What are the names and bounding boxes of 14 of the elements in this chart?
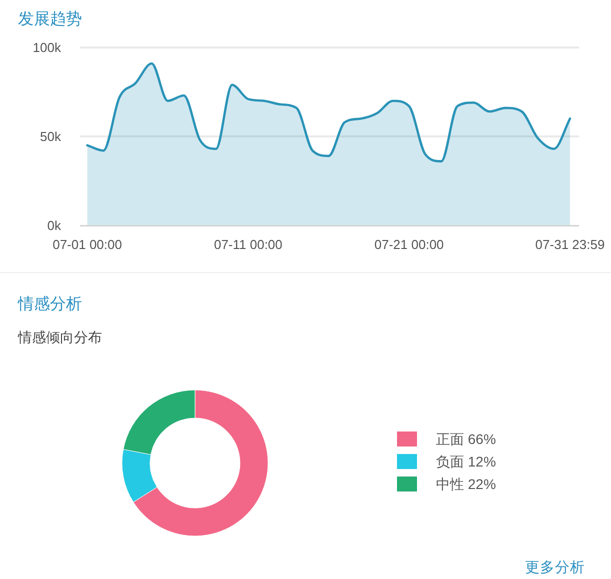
x-tick-label: 07-01 00:00 — [52, 237, 122, 252]
x-tick-label: 07-11 00:00 — [214, 237, 282, 252]
legend-label: 正面 66% — [436, 431, 496, 447]
y-tick-label: 50k — [40, 128, 62, 144]
x-tick-label: 07-21 00:00 — [374, 237, 444, 252]
chart-subtitle: 情感倾向分布 — [17, 329, 102, 345]
legend-label: 中性 22% — [436, 476, 496, 492]
text: 更多分析 — [525, 559, 585, 576]
chart-title: 发展趋势 — [18, 10, 82, 28]
x-tick-label: 07-31 23:59 — [535, 237, 605, 252]
legend-label: 负面 12% — [436, 454, 496, 470]
y-tick-label: 100k — [32, 40, 62, 55]
chart-title: 情感分析 — [17, 295, 82, 313]
y-tick-label: 0k — [47, 218, 62, 233]
